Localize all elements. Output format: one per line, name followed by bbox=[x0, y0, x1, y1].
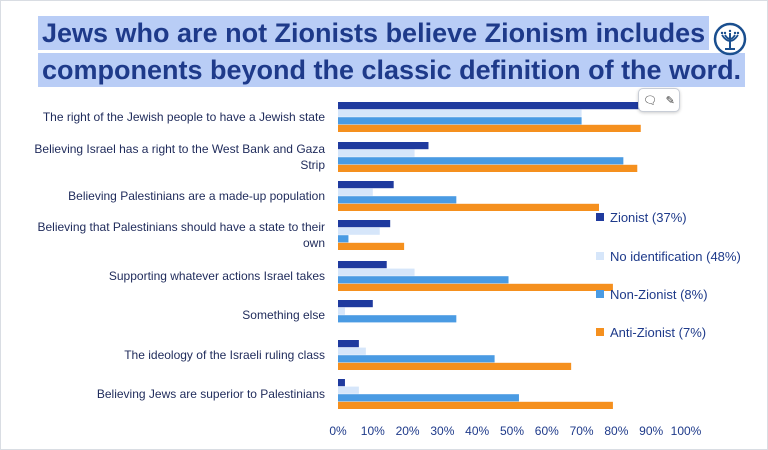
bar bbox=[338, 124, 641, 132]
x-tick-label: 100% bbox=[671, 424, 702, 438]
bar bbox=[338, 315, 457, 323]
menorah-logo-icon bbox=[713, 22, 747, 56]
bar bbox=[338, 340, 359, 348]
bar bbox=[338, 220, 391, 228]
bar bbox=[338, 157, 624, 165]
x-tick-label: 10% bbox=[361, 424, 385, 438]
legend-swatch bbox=[596, 290, 604, 298]
bars bbox=[338, 102, 680, 409]
x-tick-label: 70% bbox=[570, 424, 594, 438]
bar bbox=[338, 203, 599, 211]
category-labels: The right of the Jewish people to have a… bbox=[34, 110, 325, 401]
legend-swatch bbox=[596, 252, 604, 260]
bar bbox=[338, 394, 519, 402]
edit-pen-icon[interactable]: ✎ bbox=[665, 94, 675, 107]
bar bbox=[338, 149, 415, 157]
category-label: Believing that Palestinians should have … bbox=[37, 220, 325, 250]
bar bbox=[338, 109, 582, 117]
x-tick-label: 20% bbox=[396, 424, 420, 438]
x-tick-label: 50% bbox=[500, 424, 524, 438]
bar bbox=[338, 181, 394, 189]
bar bbox=[338, 268, 415, 276]
x-tick-label: 60% bbox=[535, 424, 559, 438]
legend: Zionist (37%) No identification (48%) Non-… bbox=[596, 210, 741, 340]
bar bbox=[338, 142, 429, 150]
x-tick-label: 0% bbox=[329, 424, 347, 438]
legend-label: No identification (48%) bbox=[610, 249, 741, 264]
bar bbox=[338, 261, 387, 269]
x-axis-ticks: 0% 10% 20% 30% 40% 50% 60% 70% 80% 90% 100% bbox=[329, 424, 701, 438]
bar bbox=[338, 188, 373, 196]
bar bbox=[338, 196, 457, 204]
bar bbox=[338, 355, 495, 363]
bar bbox=[338, 401, 613, 409]
x-tick-label: 40% bbox=[465, 424, 489, 438]
comment-icon[interactable]: 🗨 bbox=[643, 94, 658, 107]
bar bbox=[338, 235, 349, 243]
x-tick-label: 30% bbox=[430, 424, 454, 438]
bar bbox=[338, 386, 359, 394]
legend-label: Zionist (37%) bbox=[610, 210, 687, 225]
legend-label: Non-Zionist (8%) bbox=[610, 287, 708, 302]
category-label: Believing Palestinians are a made-up pop… bbox=[68, 189, 325, 203]
category-label: Believing Israel has a right to the West… bbox=[34, 142, 325, 172]
chart-title-line-1: Jews who are not Zionists believe Zionis… bbox=[38, 16, 710, 50]
legend-label: Anti-Zionist (7%) bbox=[610, 325, 706, 340]
x-tick-label: 90% bbox=[639, 424, 663, 438]
x-tick-label: 80% bbox=[604, 424, 628, 438]
bar bbox=[338, 379, 345, 387]
bar bbox=[338, 117, 582, 125]
bar bbox=[338, 242, 405, 250]
bar bbox=[338, 102, 680, 110]
chart-title-line-2: components beyond the classic definition… bbox=[38, 53, 746, 87]
comment-toolbar[interactable]: 🗨 ✎ bbox=[638, 88, 680, 112]
bar bbox=[338, 347, 366, 355]
category-label: Believing Jews are superior to Palestini… bbox=[97, 387, 325, 401]
bar bbox=[338, 283, 613, 291]
bar bbox=[338, 164, 638, 172]
category-label: The ideology of the Israeli ruling class bbox=[124, 348, 325, 362]
bar bbox=[338, 276, 509, 284]
bar bbox=[338, 300, 373, 308]
bar bbox=[338, 307, 345, 315]
category-label: The right of the Jewish people to have a… bbox=[43, 110, 325, 124]
category-label: Something else bbox=[242, 308, 325, 322]
category-label: Supporting whatever actions Israel takes bbox=[109, 269, 325, 283]
bar bbox=[338, 227, 380, 235]
legend-swatch bbox=[596, 328, 604, 336]
legend-swatch bbox=[596, 213, 604, 221]
bar bbox=[338, 362, 572, 370]
